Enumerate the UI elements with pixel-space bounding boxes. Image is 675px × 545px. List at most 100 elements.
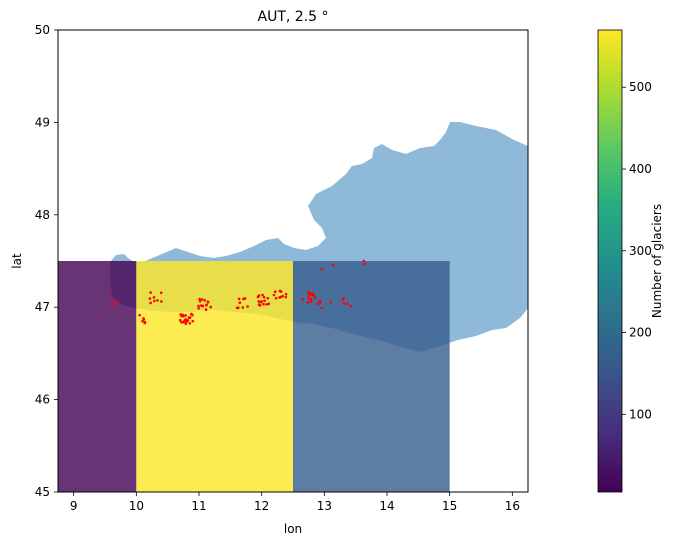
heatmap-cell-0: [58, 261, 137, 492]
glacier-point: [266, 296, 270, 300]
glacier-point: [363, 262, 367, 266]
glacier-point: [205, 303, 208, 307]
glacier-point: [261, 293, 264, 297]
glacier-point: [237, 297, 241, 301]
y-tick-label: 49: [35, 115, 50, 129]
glacier-point: [312, 294, 316, 297]
colorbar-tick-label: 400: [629, 162, 652, 176]
glacier-point: [200, 304, 203, 307]
x-tick-label: 9: [70, 499, 78, 513]
x-tick-label: 16: [505, 499, 520, 513]
glacier-point: [241, 306, 245, 309]
colorbar-ticks: 100 200 300 400 500: [622, 80, 652, 421]
glacier-point: [138, 313, 141, 317]
y-tick-label: 46: [35, 393, 50, 407]
x-tick-label: 12: [254, 499, 269, 513]
glacier-point: [273, 290, 277, 293]
glacier-point: [206, 300, 210, 304]
glacier-point: [318, 299, 322, 303]
glacier-point: [257, 294, 261, 297]
glacier-point: [188, 321, 192, 325]
x-tick-label: 14: [379, 499, 394, 513]
glacier-point: [263, 299, 266, 303]
x-tick-label: 11: [191, 499, 206, 513]
glacier-point: [235, 306, 239, 310]
glacier-point: [179, 313, 182, 316]
glacier-point: [342, 296, 345, 300]
glacier-point: [197, 304, 200, 308]
glacier-point: [284, 292, 288, 296]
glacier-point: [191, 313, 194, 317]
glacier-point: [284, 295, 288, 299]
glacier-point: [184, 314, 187, 317]
colorbar-tick-label: 500: [629, 80, 652, 94]
y-tick-label: 47: [35, 300, 50, 314]
glacier-point: [153, 299, 156, 303]
glacier-point: [149, 301, 152, 305]
glacier-points: [110, 259, 367, 326]
glacier-point: [191, 319, 195, 323]
plot-frame: [57, 29, 529, 493]
glacier-point: [204, 308, 208, 312]
glacier-point: [152, 296, 156, 299]
glacier-point: [238, 301, 242, 305]
glacier-point: [272, 293, 276, 297]
glacier-point: [110, 304, 114, 307]
glacier-point: [329, 301, 332, 304]
glacier-point: [110, 297, 114, 300]
glacier-point: [200, 298, 204, 301]
glacier-point: [186, 319, 190, 322]
colorbar-gradient: [597, 29, 623, 493]
glacier-point: [142, 317, 145, 320]
glacier-point: [246, 305, 249, 308]
glacier-point: [257, 303, 261, 306]
heatmap-cell-1: [136, 261, 293, 492]
glacier-point: [181, 320, 185, 324]
glacier-point: [316, 302, 320, 306]
glacier-point: [260, 300, 263, 303]
glacier-point: [198, 297, 201, 301]
glacier-point: [307, 294, 310, 298]
glacier-point: [262, 295, 266, 299]
glacier-point: [331, 263, 335, 267]
glacier-point: [257, 300, 261, 303]
colorbar-label: Number of glaciers: [650, 204, 664, 318]
glacier-point: [197, 306, 201, 310]
glacier-point: [184, 318, 188, 322]
heatmap-cell-2: [293, 261, 450, 492]
glacier-point: [149, 291, 152, 294]
x-axis-label: lon: [284, 522, 302, 536]
y-axis-label: lat: [10, 253, 24, 269]
colorbar-tick-label: 200: [629, 326, 652, 340]
glacier-point: [159, 291, 163, 295]
glacier-point: [262, 302, 265, 306]
chart-title: AUT, 2.5 °: [258, 9, 329, 25]
glacier-point: [148, 297, 152, 300]
glacier-point: [362, 259, 366, 263]
colorbar: 100 200 300 400 500 Number of glaciers: [597, 29, 664, 493]
glacier-point: [267, 302, 271, 306]
glacier-point: [242, 297, 245, 301]
y-tick-label: 48: [35, 208, 50, 222]
glacier-point: [320, 268, 324, 271]
glacier-point: [265, 303, 268, 306]
x-tick-label: 13: [317, 499, 332, 513]
glacier-point: [281, 294, 285, 298]
glacier-point: [182, 314, 185, 318]
glacier-point: [141, 319, 144, 323]
glacier-point: [309, 300, 313, 303]
glacier-point: [178, 318, 182, 322]
glacier-point: [342, 302, 346, 305]
glacier-point: [143, 320, 147, 324]
glacier-point: [209, 305, 213, 309]
glacier-point: [274, 296, 278, 300]
glacier-point: [115, 301, 119, 304]
y-tick-label: 50: [35, 23, 50, 37]
glacier-point: [306, 301, 310, 304]
glacier-point: [203, 298, 206, 302]
glacier-point: [320, 306, 324, 310]
heatmap-cells: [58, 261, 450, 492]
glacier-point: [313, 296, 317, 299]
glacier-point: [184, 322, 188, 326]
